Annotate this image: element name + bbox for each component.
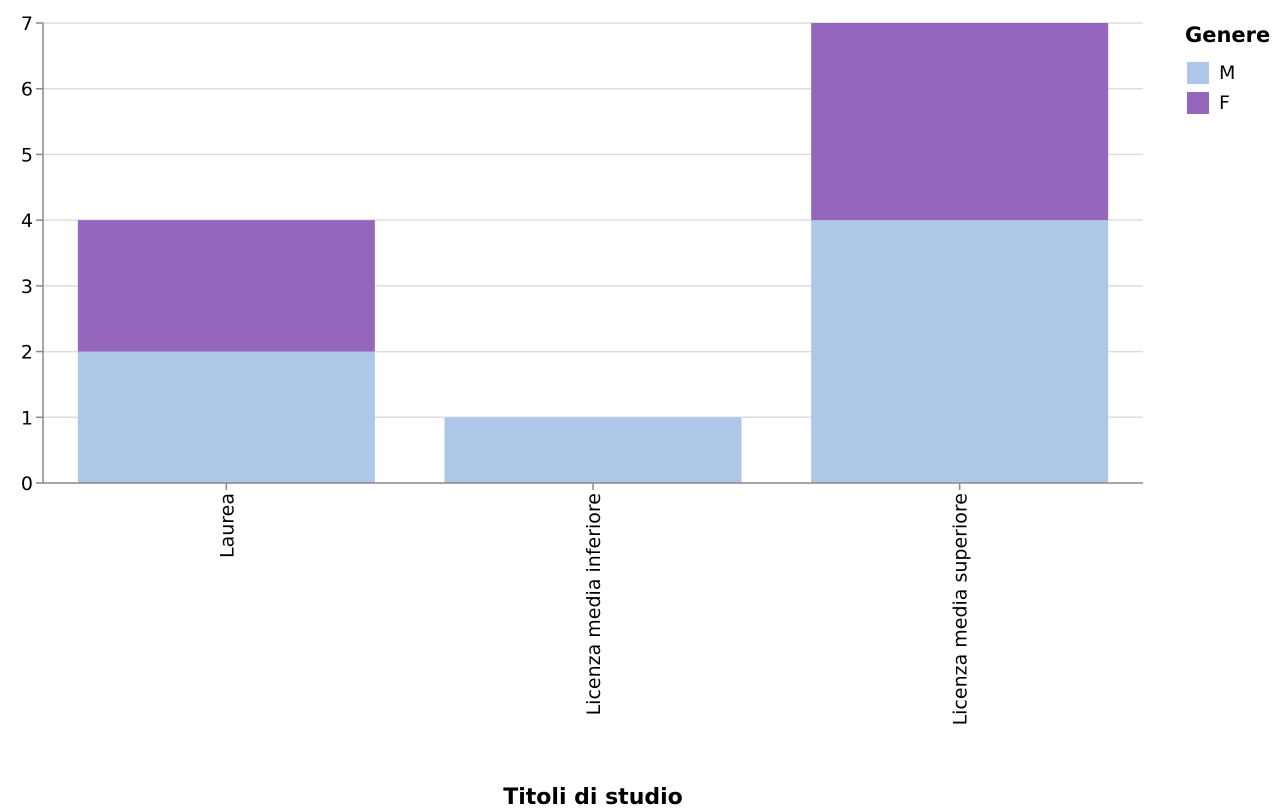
legend: Genere MF [1185, 23, 1270, 114]
y-tick-label: 0 [21, 473, 33, 495]
x-tick-label: Licenza media inferiore [583, 493, 605, 715]
y-tick-label: 6 [21, 79, 33, 101]
x-axis-ticks: Laurea Licenza media inferiore Licenza med… [216, 483, 972, 725]
bars [77, 23, 1109, 483]
bar-segment-m [444, 417, 742, 483]
y-tick-label: 1 [21, 407, 33, 429]
bar-segment-f [811, 23, 1109, 221]
y-tick-label: 2 [21, 342, 33, 364]
legend-label-f: F [1219, 92, 1230, 114]
y-tick-label: 7 [21, 13, 33, 35]
legend-swatch-f [1187, 92, 1209, 114]
bar-segment-m [811, 220, 1109, 483]
y-tick-label: 5 [21, 144, 33, 166]
x-tick-label: Licenza media superiore [950, 493, 972, 725]
legend-label-m: M [1219, 62, 1235, 84]
x-axis-title: Titoli di studio [503, 785, 683, 809]
legend-swatch-m [1187, 62, 1209, 84]
legend-title: Genere [1185, 23, 1270, 47]
y-tick-label: 3 [21, 276, 33, 298]
y-tick-label: 4 [21, 210, 33, 232]
x-tick-label: Laurea [216, 493, 238, 558]
bar-segment-m [77, 351, 375, 483]
y-axis-ticks: 0 1 2 3 4 5 6 7 [21, 13, 43, 495]
bar-segment-f [77, 220, 375, 352]
